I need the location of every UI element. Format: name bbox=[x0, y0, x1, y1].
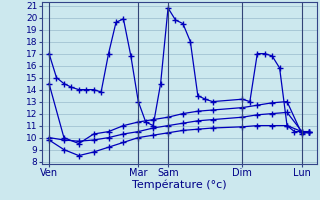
X-axis label: Température (°c): Température (°c) bbox=[132, 180, 227, 190]
